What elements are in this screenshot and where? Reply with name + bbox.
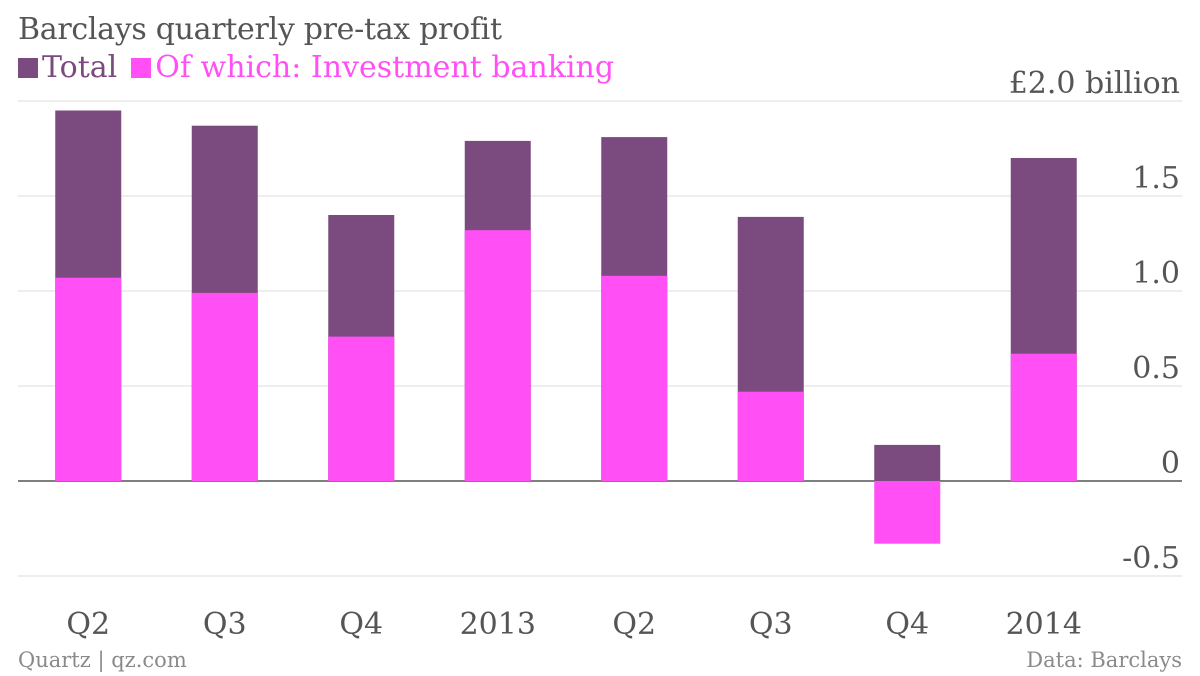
y-tick-label: 0 bbox=[1161, 446, 1180, 481]
legend-label-total: Total bbox=[42, 50, 118, 85]
bar-investment-banking bbox=[874, 481, 941, 544]
data-source: Data: Barclays bbox=[1026, 648, 1182, 672]
y-tick-label: -0.5 bbox=[1122, 541, 1180, 576]
y-tick-label: 0.5 bbox=[1132, 351, 1180, 386]
x-tick-label: 2013 bbox=[460, 607, 536, 642]
bar-investment-banking bbox=[55, 277, 122, 481]
y-tick-label: £2.0 billion bbox=[1009, 66, 1180, 101]
legend-item-investment-banking: Of which: Investment banking bbox=[131, 50, 614, 85]
y-tick-label: 1.0 bbox=[1132, 256, 1180, 291]
source-credit: Quartz | qz.com bbox=[18, 648, 187, 672]
legend-label-investment-banking: Of which: Investment banking bbox=[155, 50, 615, 85]
x-tick-label: Q4 bbox=[885, 607, 929, 642]
bar-total bbox=[874, 444, 941, 481]
x-tick-label: Q3 bbox=[749, 607, 793, 642]
legend: Total Of which: Investment banking bbox=[18, 50, 628, 85]
bar-investment-banking bbox=[601, 275, 668, 481]
x-tick-label: Q2 bbox=[612, 607, 656, 642]
legend-swatch-total bbox=[18, 57, 38, 78]
legend-item-total: Total bbox=[18, 50, 117, 85]
bar-investment-banking bbox=[737, 391, 804, 481]
x-tick-label: Q4 bbox=[339, 607, 383, 642]
bar-investment-banking bbox=[1010, 353, 1077, 481]
x-tick-label: Q2 bbox=[66, 607, 110, 642]
bar-investment-banking bbox=[191, 292, 258, 481]
bar-investment-banking bbox=[464, 230, 531, 481]
x-tick-label: 2014 bbox=[1006, 607, 1082, 642]
x-tick-label: Q3 bbox=[203, 607, 247, 642]
legend-swatch-investment-banking bbox=[131, 57, 152, 78]
y-tick-label: 1.5 bbox=[1132, 161, 1180, 196]
bar-investment-banking bbox=[328, 336, 395, 481]
chart-title: Barclays quarterly pre-tax profit bbox=[18, 12, 502, 47]
